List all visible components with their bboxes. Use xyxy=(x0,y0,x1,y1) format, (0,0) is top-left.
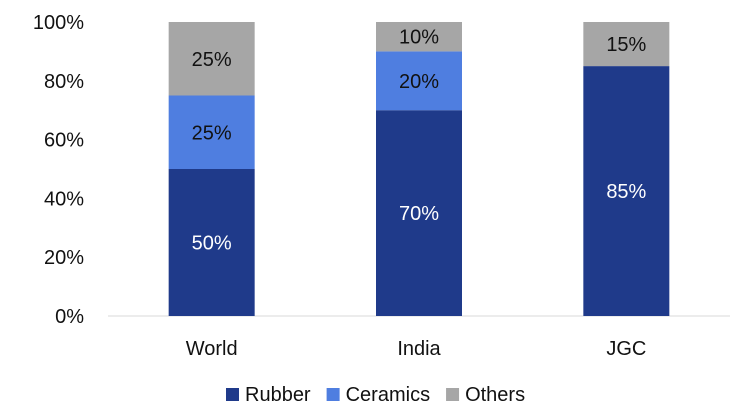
legend: Rubber Ceramics Others xyxy=(226,384,525,406)
data-label: 20% xyxy=(399,71,439,93)
data-label: 70% xyxy=(399,203,439,225)
data-label: 25% xyxy=(192,49,232,71)
bars xyxy=(168,22,670,316)
bar-ceramics xyxy=(168,95,255,169)
data-label: 50% xyxy=(192,233,232,255)
legend-label: Others xyxy=(465,384,525,406)
x-tick-label: World xyxy=(186,338,238,360)
legend-label: Rubber xyxy=(245,384,311,406)
bar-others xyxy=(583,22,670,67)
y-tick-label: 20% xyxy=(44,247,84,269)
data-label: 25% xyxy=(192,122,232,144)
x-tick-label: India xyxy=(397,338,441,360)
bar-labels: 50% 25% 25% 70% 20% 10% 85% 15% xyxy=(192,27,647,255)
y-tick-label: 80% xyxy=(44,71,84,93)
bar-rubber xyxy=(168,169,255,316)
y-tick-label: 60% xyxy=(44,130,84,152)
data-label: 10% xyxy=(399,27,439,49)
bar-ceramics xyxy=(376,51,462,111)
bar-others xyxy=(168,22,255,96)
y-tick-label: 100% xyxy=(33,12,84,34)
data-label: 15% xyxy=(606,34,646,56)
bar-rubber xyxy=(583,66,670,316)
y-tick-label: 0% xyxy=(55,306,84,328)
x-tick-label: JGC xyxy=(606,338,646,360)
x-axis: World India JGC xyxy=(108,315,730,360)
legend-swatch-others xyxy=(446,388,460,401)
legend-swatch-rubber xyxy=(226,388,239,401)
bar-others xyxy=(376,22,462,52)
legend-swatch-ceramics xyxy=(326,388,340,401)
legend-label: Ceramics xyxy=(346,384,430,406)
y-tick-label: 40% xyxy=(44,188,84,210)
y-axis: 0% 20% 40% 60% 80% 100% xyxy=(33,12,84,328)
bar-rubber xyxy=(376,110,462,316)
data-label: 85% xyxy=(606,181,646,203)
